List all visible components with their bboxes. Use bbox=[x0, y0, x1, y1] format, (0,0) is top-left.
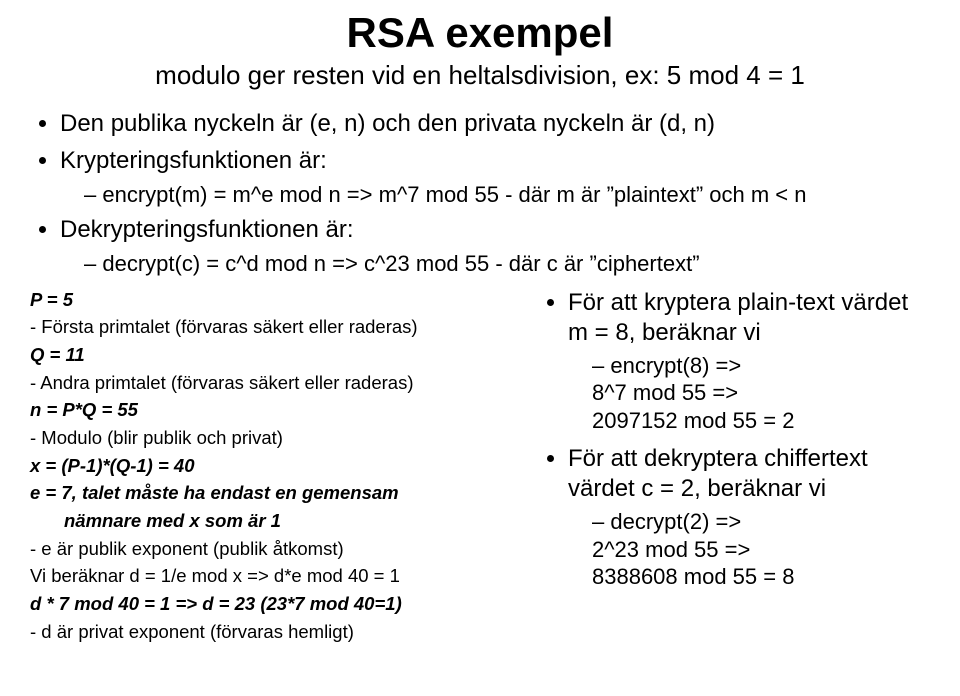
columns: P = 5 - Första primtalet (förvaras säker… bbox=[30, 288, 930, 648]
left-line: P = 5 bbox=[30, 288, 520, 312]
left-line: x = (P-1)*(Q-1) = 40 bbox=[30, 454, 520, 478]
bullet-text: 2097152 mod 55 = 2 bbox=[592, 408, 794, 433]
right-column: För att kryptera plain-text värdet m = 8… bbox=[542, 288, 930, 648]
left-line: - Andra primtalet (förvaras säkert eller… bbox=[30, 371, 520, 395]
left-line: nämnare med x som är 1 bbox=[30, 509, 520, 533]
bullet-text: 2^23 mod 55 => bbox=[592, 537, 750, 562]
bullet-text: För att dekryptera chiffertext värdet c … bbox=[568, 445, 868, 502]
left-line: - Modulo (blir publik och privat) bbox=[30, 426, 520, 450]
page-title: RSA exempel bbox=[30, 10, 930, 56]
bullet-text: 8388608 mod 55 = 8 bbox=[592, 564, 794, 589]
bullet-text: decrypt(2) => bbox=[610, 509, 741, 534]
bullet-text: För att kryptera plain-text värdet m = 8… bbox=[568, 289, 908, 346]
subtitle: modulo ger resten vid en heltalsdivision… bbox=[30, 60, 930, 91]
bullet-text: encrypt(8) => bbox=[610, 353, 741, 378]
slide: RSA exempel modulo ger resten vid en hel… bbox=[0, 0, 960, 696]
top-bullets: Den publika nyckeln är (e, n) och den pr… bbox=[30, 109, 930, 277]
bullet-decrypt-fn: Dekrypteringsfunktionen är: decrypt(c) =… bbox=[60, 215, 930, 278]
bullet-text: Krypteringsfunktionen är: bbox=[60, 147, 327, 174]
bullet-decrypt-step: decrypt(2) => 2^23 mod 55 => 8388608 mod… bbox=[592, 508, 930, 591]
left-line: - d är privat exponent (förvaras hemligt… bbox=[30, 620, 520, 644]
left-line: n = P*Q = 55 bbox=[30, 398, 520, 422]
bullet-text: Dekrypteringsfunktionen är: bbox=[60, 216, 353, 243]
left-line: Q = 11 bbox=[30, 343, 520, 367]
bullet-encrypt-step: encrypt(8) => 8^7 mod 55 => 2097152 mod … bbox=[592, 352, 930, 435]
bullet-text: 8^7 mod 55 => bbox=[592, 380, 738, 405]
bullet-text: Den publika nyckeln är (e, n) och den pr… bbox=[60, 110, 715, 137]
bullet-public-private-keys: Den publika nyckeln är (e, n) och den pr… bbox=[60, 109, 930, 140]
left-line: d * 7 mod 40 = 1 => d = 23 (23*7 mod 40=… bbox=[30, 592, 520, 616]
right-bullets: För att kryptera plain-text värdet m = 8… bbox=[542, 288, 930, 591]
left-line: Vi beräknar d = 1/e mod x => d*e mod 40 … bbox=[30, 564, 520, 588]
left-line: - e är publik exponent (publik åtkomst) bbox=[30, 537, 520, 561]
bullet-encrypt-fn: Krypteringsfunktionen är: encrypt(m) = m… bbox=[60, 146, 930, 209]
left-line: e = 7, talet måste ha endast en gemensam bbox=[30, 481, 520, 505]
bullet-encrypt-fn-detail: encrypt(m) = m^e mod n => m^7 mod 55 - d… bbox=[84, 181, 930, 209]
bullet-decrypt-example: För att dekryptera chiffertext värdet c … bbox=[568, 444, 930, 591]
left-column: P = 5 - Första primtalet (förvaras säker… bbox=[30, 288, 520, 648]
bullet-text: decrypt(c) = c^d mod n => c^23 mod 55 - … bbox=[102, 251, 699, 276]
bullet-text: encrypt(m) = m^e mod n => m^7 mod 55 - d… bbox=[102, 182, 806, 207]
left-line: - Första primtalet (förvaras säkert elle… bbox=[30, 315, 520, 339]
bullet-encrypt-example: För att kryptera plain-text värdet m = 8… bbox=[568, 288, 930, 435]
bullet-decrypt-fn-detail: decrypt(c) = c^d mod n => c^23 mod 55 - … bbox=[84, 250, 930, 278]
